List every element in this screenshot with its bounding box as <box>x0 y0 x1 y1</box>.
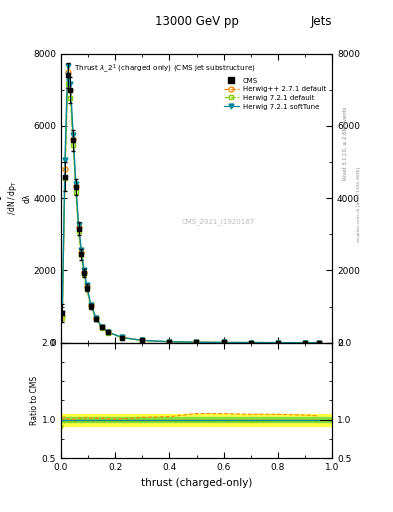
Y-axis label: Ratio to CMS: Ratio to CMS <box>30 376 39 425</box>
Text: Jets: Jets <box>310 15 332 28</box>
Y-axis label: $\mathrm{1}$
$\mathrm{/\,dN\,/\,dp_T}$
$\mathrm{d\lambda}$: $\mathrm{1}$ $\mathrm{/\,dN\,/\,dp_T}$ $… <box>0 181 32 216</box>
Text: 13000 GeV pp: 13000 GeV pp <box>154 15 239 28</box>
Text: CMS_2021_I1920187: CMS_2021_I1920187 <box>182 218 255 225</box>
X-axis label: thrust (charged-only): thrust (charged-only) <box>141 478 252 487</box>
Text: Thrust $\lambda\_2^1$ (charged only) (CMS jet substructure): Thrust $\lambda\_2^1$ (charged only) (CM… <box>75 62 257 75</box>
Text: mcplots.cern.ch [arXiv:1306.3436]: mcplots.cern.ch [arXiv:1306.3436] <box>357 167 361 242</box>
Legend: CMS, Herwig++ 2.7.1 default, Herwig 7.2.1 default, Herwig 7.2.1 softTune: CMS, Herwig++ 2.7.1 default, Herwig 7.2.… <box>221 75 329 112</box>
Text: Rivet 3.1.10, ≥ 2.6M events: Rivet 3.1.10, ≥ 2.6M events <box>343 106 348 180</box>
